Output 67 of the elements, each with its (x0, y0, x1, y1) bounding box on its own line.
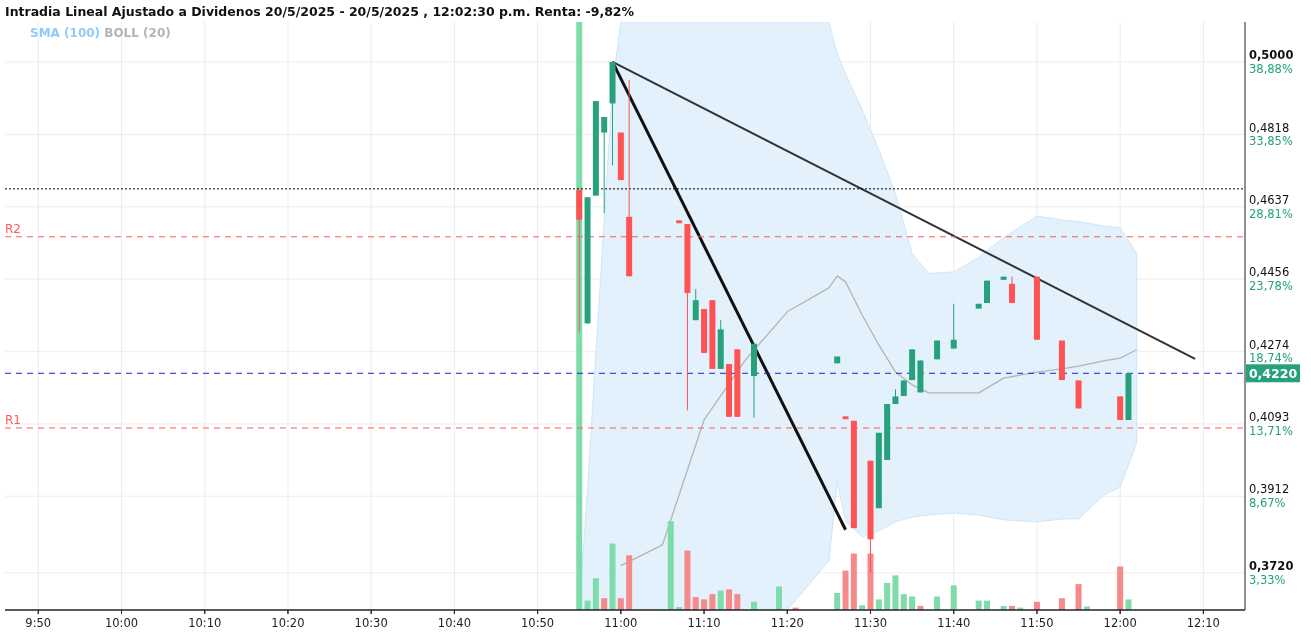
bar (609, 543, 616, 610)
x-tick-label: 11:10 (687, 616, 721, 630)
ref-line-label: 0,4220 (1248, 365, 1298, 381)
y-tick-label: 0,4093 (1249, 409, 1290, 424)
y-tick-label: 0,4818 (1249, 120, 1290, 135)
bar (875, 599, 882, 610)
bar (900, 594, 907, 610)
x-tick-label: 10:40 (437, 616, 471, 630)
bar (1117, 566, 1124, 610)
x-tick-label: 11:20 (770, 616, 804, 630)
y2-tick-label: 28,81% (1249, 206, 1293, 221)
bar (667, 521, 674, 610)
bar (684, 550, 691, 610)
bar (909, 596, 916, 610)
bar (701, 599, 708, 610)
bar (884, 582, 891, 610)
x-tick-label: 10:10 (188, 616, 222, 630)
x-tick-label: 10:00 (104, 616, 139, 630)
y-tick-label: 0,4274 (1249, 337, 1290, 352)
y2-tick-label: 8,67% (1249, 496, 1286, 511)
y-tick-label: 0,4456 (1249, 265, 1290, 280)
bar (834, 592, 841, 610)
bar (601, 598, 608, 610)
bar (892, 575, 899, 610)
y2-tick-label: 18,74% (1249, 351, 1293, 366)
x-tick-label: 9:50 (25, 616, 52, 630)
bar (934, 596, 941, 610)
y2-tick-label: 3,33% (1249, 572, 1286, 587)
x-tick-label: 11:30 (853, 616, 888, 630)
y-tick-label: 0,4637 (1249, 192, 1290, 207)
x-tick-label: 10:20 (271, 616, 305, 630)
annotation: SMA (100) (30, 26, 105, 40)
text: BOLL (20) (104, 26, 171, 40)
bar (692, 597, 699, 610)
bar (850, 553, 857, 610)
bar (626, 555, 633, 610)
y-tick-label: 0,3720 (1249, 558, 1294, 573)
bar (617, 598, 624, 610)
x-tick-label: 12:00 (1103, 616, 1137, 630)
x-tick-label: 11:40 (937, 616, 971, 630)
bar (592, 578, 599, 610)
bar (950, 585, 957, 610)
y-tick-label: 0,5000 (1249, 47, 1294, 62)
x-tick-label: 12:10 (1186, 616, 1220, 630)
x-tick-label: 11:00 (604, 616, 638, 630)
chart-title: Intradia Lineal Ajustado a Dividenos 20/5/2025 - 20/5/2025 , 12:02:30 p.m. Renta: -9,82% (5, 4, 635, 19)
ref-line-label: R1 (5, 412, 21, 427)
ref-line-label: R2 (5, 221, 21, 236)
bar (867, 553, 874, 610)
bar (734, 594, 741, 610)
bar (1075, 584, 1082, 610)
bar (842, 570, 849, 610)
bar (726, 589, 733, 610)
y2-tick-label: 23,78% (1249, 279, 1293, 294)
y2-tick-label: 13,71% (1249, 423, 1293, 438)
bar (717, 590, 724, 610)
bar (775, 586, 782, 610)
x-tick-label: 11:50 (1020, 616, 1054, 630)
y2-tick-label: 33,85% (1249, 134, 1293, 149)
x-tick-label: 10:30 (354, 616, 388, 630)
bar (576, 22, 583, 610)
bar (1125, 599, 1132, 610)
bar (1058, 598, 1065, 610)
bar (709, 594, 716, 610)
x-tick-label: 10:50 (521, 616, 555, 630)
y-tick-label: 0,3912 (1249, 482, 1290, 497)
y2-tick-label: 38,88% (1249, 62, 1293, 77)
